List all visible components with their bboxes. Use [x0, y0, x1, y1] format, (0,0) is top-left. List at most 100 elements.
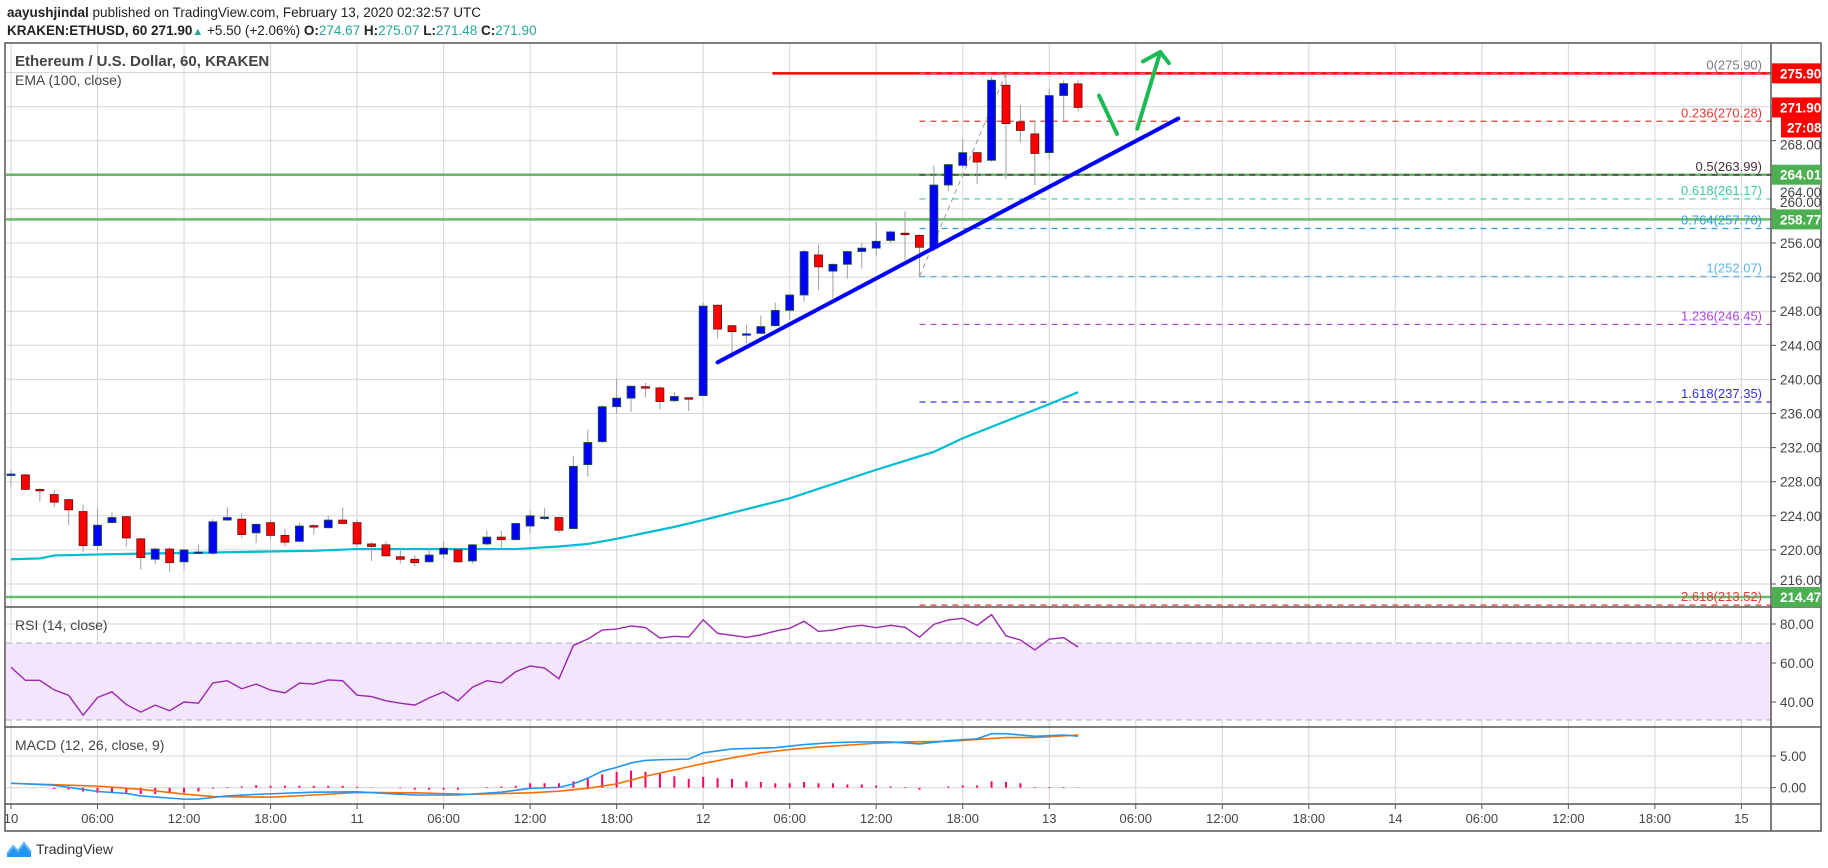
- time-tick-label: 11: [350, 811, 364, 826]
- candle-body-up: [179, 549, 189, 563]
- time-tick-label: 12:00: [1552, 811, 1585, 826]
- candle: [698, 302, 708, 397]
- price-label-box: [1781, 117, 1821, 138]
- candle: [6, 469, 16, 487]
- tradingview-logo-icon: [6, 841, 32, 857]
- publish-text: published on TradingView.com, February 1…: [92, 5, 482, 20]
- candle-body-up: [93, 524, 102, 547]
- tradingview-brand: TradingView: [36, 841, 114, 857]
- candle: [21, 474, 30, 491]
- price-tick-label: 264.00: [1780, 185, 1821, 200]
- candle-body-down: [915, 234, 924, 248]
- ema-legend[interactable]: EMA (100, close): [15, 72, 122, 88]
- candle-body-down: [554, 517, 564, 531]
- candle: [958, 138, 968, 168]
- rsi-legend[interactable]: RSI (14, close): [15, 617, 108, 633]
- price-label-box: [1772, 587, 1821, 608]
- candle-body-up: [107, 517, 117, 524]
- time-tick-label: 12:00: [1206, 811, 1239, 826]
- price-tick-label: 216.00: [1780, 573, 1821, 588]
- fib-level-label: 0.618(261.17): [1681, 183, 1762, 198]
- rsi-tick-label: 40.00: [1780, 695, 1814, 710]
- candle-body-up: [785, 294, 795, 311]
- candle-body-up: [511, 523, 521, 541]
- candle-body-down: [972, 152, 982, 163]
- candle-body-down: [78, 511, 88, 547]
- arrow-shaft: [1096, 93, 1120, 136]
- trendline: [715, 116, 1181, 365]
- time-axis[interactable]: 10 06:00 12:00 18:00 11 06:00 12:00 18:00 12 06:0…: [4, 804, 1749, 826]
- candle-body-up: [770, 309, 780, 327]
- candle: [1001, 73, 1011, 180]
- candle-body-down: [410, 558, 420, 564]
- candle-body-down: [64, 499, 74, 511]
- fib-level-label: 1.618(237.35): [1681, 386, 1762, 401]
- candle: [208, 519, 218, 556]
- candle: [929, 165, 939, 252]
- time-tick-label: 14: [1388, 811, 1402, 826]
- tradingview-logo[interactable]: TradingView: [6, 840, 113, 858]
- macd-legend[interactable]: MACD (12, 26, close, 9): [15, 737, 164, 753]
- candle-body-up: [669, 396, 679, 402]
- low-value: 271.48: [435, 23, 478, 38]
- candle-body-down: [713, 304, 722, 330]
- price-tick-label: 220.00: [1780, 543, 1821, 558]
- candle: [78, 504, 88, 552]
- candle-body-down: [266, 522, 275, 536]
- candle: [713, 304, 722, 339]
- time-tick-label: 12:00: [168, 811, 201, 826]
- candle-body-down: [136, 538, 146, 558]
- candle: [338, 507, 348, 525]
- candle: [194, 544, 203, 555]
- time-tick-label: 12:00: [860, 811, 893, 826]
- author-name[interactable]: aayushjindal: [7, 5, 89, 20]
- candle: [410, 555, 420, 567]
- close-label: C:: [481, 23, 496, 38]
- time-tick-label: 06:00: [81, 811, 114, 826]
- candle-body-down: [1001, 84, 1011, 125]
- macd-pane[interactable]: [10, 732, 1080, 800]
- fib-level-label: 1(252.07): [1706, 261, 1762, 276]
- candle-body-up: [698, 305, 708, 396]
- symbol: KRAKEN:ETHUSD, 60: [7, 23, 148, 38]
- last-price: 271.90: [151, 23, 193, 38]
- candle-body-down: [35, 488, 45, 492]
- price-label: 214.47: [1780, 590, 1821, 605]
- rsi-tick-label: 60.00: [1780, 656, 1814, 671]
- price-axis[interactable]: 216.00 220.00 224.00 228.00 232.00 236.00 240.…: [1771, 63, 1822, 796]
- price-tick-label: 224.00: [1780, 509, 1821, 524]
- candle-body-down: [496, 536, 506, 541]
- candle: [482, 530, 492, 546]
- candle: [222, 507, 232, 521]
- candle: [511, 522, 521, 541]
- close-value: 271.90: [495, 23, 537, 38]
- price-label-box: [1772, 63, 1821, 84]
- time-tick-label: 18:00: [1293, 811, 1326, 826]
- candle: [309, 524, 319, 535]
- candle: [165, 547, 175, 573]
- time-tick-label: 06:00: [1119, 811, 1152, 826]
- candle: [179, 549, 189, 570]
- price-pane[interactable]: 0(275.90) 0.236(270.28) 0.5(263.99) 0.618(2…: [6, 50, 1771, 606]
- candle-body-up: [987, 79, 996, 161]
- candle: [1030, 120, 1040, 186]
- time-tick-label: 18:00: [946, 811, 979, 826]
- price-tick-label: 256.00: [1780, 236, 1821, 251]
- price-label: 264.01: [1780, 168, 1822, 183]
- candle: [669, 392, 679, 403]
- time-tick-label: 10: [4, 811, 18, 826]
- price-label: 27:08: [1787, 120, 1822, 135]
- candle-body-down: [49, 494, 59, 503]
- candle: [554, 516, 564, 533]
- rsi-pane[interactable]: [10, 613, 1079, 717]
- candle: [540, 508, 549, 521]
- time-tick-label: 18:00: [254, 811, 287, 826]
- candle-body-up: [294, 525, 304, 542]
- candle: [785, 294, 795, 320]
- candle-body-up: [568, 465, 578, 529]
- candle-body-up: [424, 554, 434, 563]
- candle-body-up: [482, 536, 492, 545]
- candle-body-down: [381, 544, 391, 557]
- chart-title: Ethereum / U.S. Dollar, 60, KRAKEN: [15, 53, 269, 70]
